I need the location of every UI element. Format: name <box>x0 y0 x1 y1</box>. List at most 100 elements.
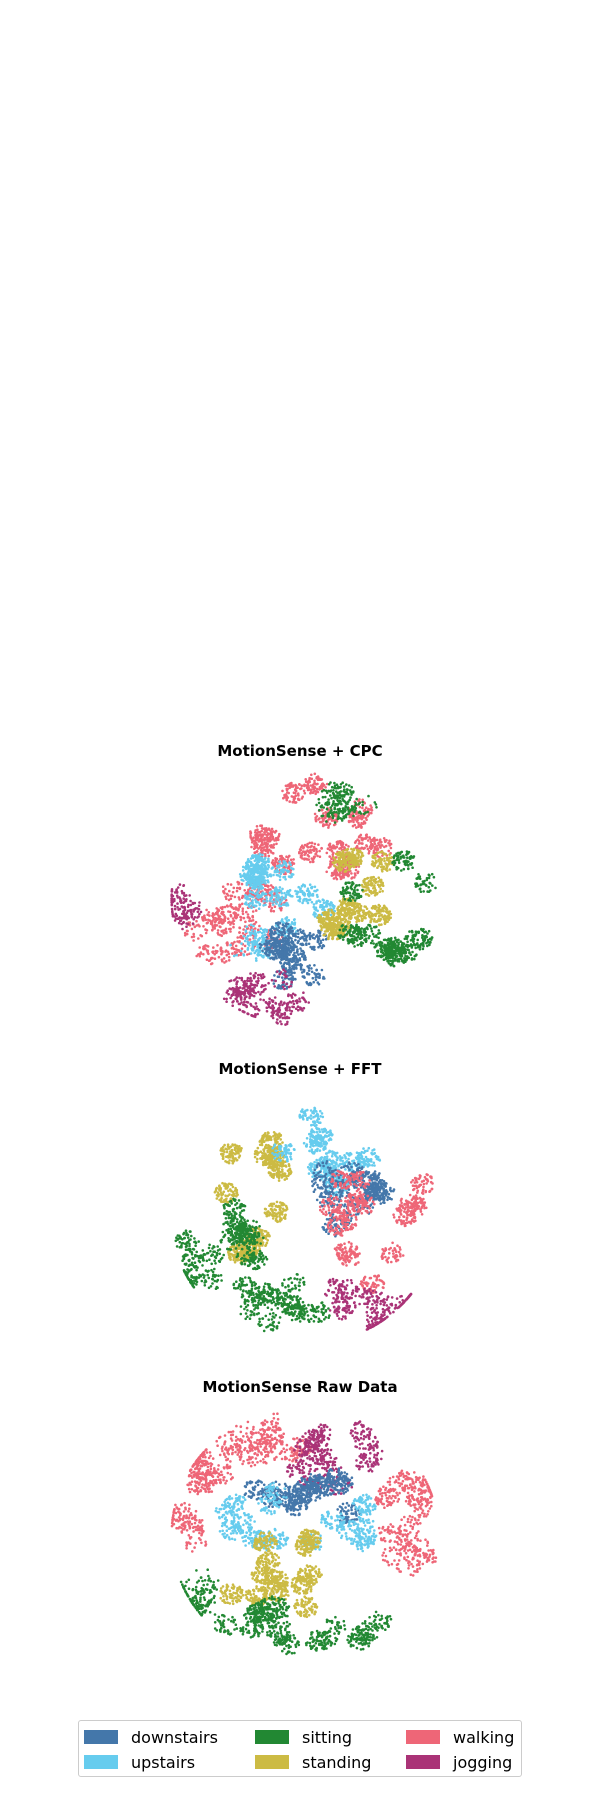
point-walking <box>306 853 310 857</box>
point-upstairs <box>316 888 319 892</box>
point-walking <box>369 847 373 851</box>
point-standing <box>337 851 340 855</box>
point-upstairs <box>281 903 285 906</box>
point-jogging <box>273 985 276 988</box>
point-upstairs <box>272 873 275 877</box>
point-downstairs <box>299 964 303 968</box>
point-downstairs <box>277 986 280 990</box>
point-walking <box>241 912 245 916</box>
point-upstairs <box>263 936 266 940</box>
point-sitting <box>371 932 375 936</box>
point-walking <box>271 830 275 833</box>
point-walking <box>256 831 259 835</box>
point-sitting <box>362 928 366 932</box>
point-standing <box>389 916 392 919</box>
point-standing <box>353 906 356 909</box>
point-upstairs <box>249 870 253 874</box>
point-downstairs <box>317 945 320 949</box>
point-walking <box>353 876 356 879</box>
point-sitting <box>402 945 405 949</box>
point-walking <box>315 787 319 791</box>
point-sitting <box>333 806 336 810</box>
cluster-sitting <box>337 850 437 968</box>
point-sitting <box>411 930 414 934</box>
point-downstairs <box>274 949 277 952</box>
point-upstairs <box>241 865 245 869</box>
point-standing <box>330 908 333 912</box>
point-downstairs <box>283 929 286 933</box>
point-walking <box>358 805 362 809</box>
point-upstairs <box>267 880 270 884</box>
point-walking <box>261 843 264 846</box>
point-standing <box>367 886 370 890</box>
point-downstairs <box>276 945 280 948</box>
point-standing <box>331 933 335 937</box>
point-upstairs <box>313 911 316 914</box>
point-walking <box>310 844 313 848</box>
point-downstairs <box>268 946 272 950</box>
point-upstairs <box>260 871 264 875</box>
point-walking <box>207 952 210 956</box>
point-upstairs <box>300 884 304 888</box>
point-sitting <box>330 785 334 789</box>
point-walking <box>334 876 338 879</box>
point-upstairs <box>313 889 316 893</box>
point-walking <box>192 932 195 936</box>
point-sitting <box>406 943 410 947</box>
point-upstairs <box>262 880 265 883</box>
point-walking <box>251 914 254 918</box>
point-walking <box>304 852 307 855</box>
point-walking <box>226 882 230 886</box>
point-walking <box>353 841 357 844</box>
point-downstairs <box>299 947 302 950</box>
point-sitting <box>350 793 353 796</box>
point-upstairs <box>266 860 269 863</box>
point-standing <box>345 848 349 851</box>
point-walking <box>221 885 225 888</box>
point-walking <box>372 851 375 855</box>
point-walking <box>269 844 272 847</box>
point-walking <box>247 916 250 919</box>
point-sitting <box>340 795 344 798</box>
point-upstairs <box>258 902 262 906</box>
point-standing <box>367 894 371 897</box>
point-walking <box>299 848 303 852</box>
point-standing <box>331 912 335 915</box>
point-upstairs <box>294 889 297 893</box>
point-sitting <box>411 866 414 869</box>
point-downstairs <box>279 987 283 990</box>
point-downstairs <box>296 929 300 932</box>
point-upstairs <box>321 908 324 911</box>
point-standing <box>362 910 365 914</box>
point-standing <box>372 864 376 868</box>
point-downstairs <box>300 931 304 935</box>
point-sitting <box>339 800 342 803</box>
point-downstairs <box>288 962 291 966</box>
point-walking <box>368 808 372 811</box>
point-downstairs <box>314 973 317 976</box>
point-standing <box>369 920 372 924</box>
point-downstairs <box>293 943 296 946</box>
point-sitting <box>348 789 352 792</box>
point-jogging <box>245 995 248 998</box>
point-walking <box>212 918 215 921</box>
point-sitting <box>353 805 356 808</box>
point-upstairs <box>310 886 313 890</box>
point-upstairs <box>285 902 288 905</box>
point-sitting <box>429 882 432 885</box>
point-walking <box>245 910 248 914</box>
point-walking <box>373 848 377 851</box>
point-walking <box>382 837 386 840</box>
point-downstairs <box>312 980 315 984</box>
point-standing <box>367 913 371 917</box>
point-upstairs <box>282 868 285 871</box>
point-walking <box>329 862 332 865</box>
point-walking <box>368 836 371 839</box>
point-walking <box>198 925 201 928</box>
point-sitting <box>361 803 364 807</box>
point-upstairs <box>275 870 278 874</box>
point-downstairs <box>312 933 315 936</box>
point-sitting <box>345 802 348 805</box>
panel-title-cpc: MotionSense + CPC <box>217 742 383 760</box>
point-sitting <box>381 955 384 958</box>
